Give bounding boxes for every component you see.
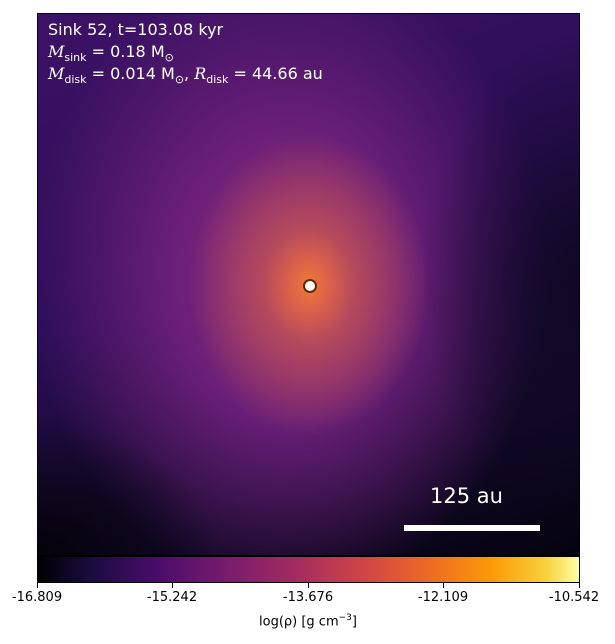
m-sink-value: = 0.18 M — [86, 42, 165, 61]
colorbar-tick-label: -15.242 — [146, 590, 198, 605]
m-disk-symbol: M — [48, 64, 65, 83]
r-disk-symbol: R — [194, 64, 207, 83]
colorbar-tick — [443, 583, 444, 588]
density-map: Sink 52, t=103.08 kyr Msink = 0.18 M⊙ Md… — [37, 13, 580, 556]
colorbar-label-exp: −3 — [338, 613, 352, 623]
colorbar-tick-label: -10.542 — [548, 590, 600, 605]
disk-properties-text: Mdisk = 0.014 M⊙, Rdisk = 44.66 au — [48, 64, 323, 90]
colorbar-tick-label: -12.109 — [417, 590, 469, 605]
m-sink-unit-sub: ⊙ — [164, 51, 174, 65]
sink-time-label: Sink 52, t=103.08 kyr — [48, 20, 224, 39]
sink-marker — [303, 279, 317, 293]
scale-bar-label: 125 au — [430, 484, 503, 508]
scale-bar — [404, 525, 540, 531]
colorbar-label: log(ρ) [g cm−3] — [259, 613, 357, 629]
colorbar-tick — [172, 583, 173, 588]
colorbar-tick — [308, 583, 309, 588]
m-sink-sub: sink — [64, 51, 87, 65]
colorbar-label-suffix: ] — [351, 614, 357, 630]
m-sink-symbol: M — [48, 42, 65, 61]
m-disk-unit-sub: ⊙ — [174, 73, 185, 87]
colorbar-tick-label: -13.676 — [282, 590, 334, 605]
sink-mass-text: Msink = 0.18 M⊙ — [48, 42, 174, 68]
r-disk-sub: disk — [206, 73, 229, 87]
colorbar-tick-label: -16.809 — [11, 590, 63, 605]
r-disk-value: = 44.66 au — [228, 64, 323, 83]
colorbar-label-prefix: log(ρ) [g cm — [259, 614, 339, 630]
m-disk-value: = 0.014 M — [86, 64, 175, 83]
colorbar-tick — [579, 583, 580, 588]
sink-time-text: Sink 52, t=103.08 kyr — [48, 20, 223, 40]
colorbar-tick — [37, 583, 38, 588]
m-disk-sub: disk — [64, 73, 87, 87]
r-disk-sep: , — [184, 64, 195, 83]
colorbar — [37, 556, 580, 583]
